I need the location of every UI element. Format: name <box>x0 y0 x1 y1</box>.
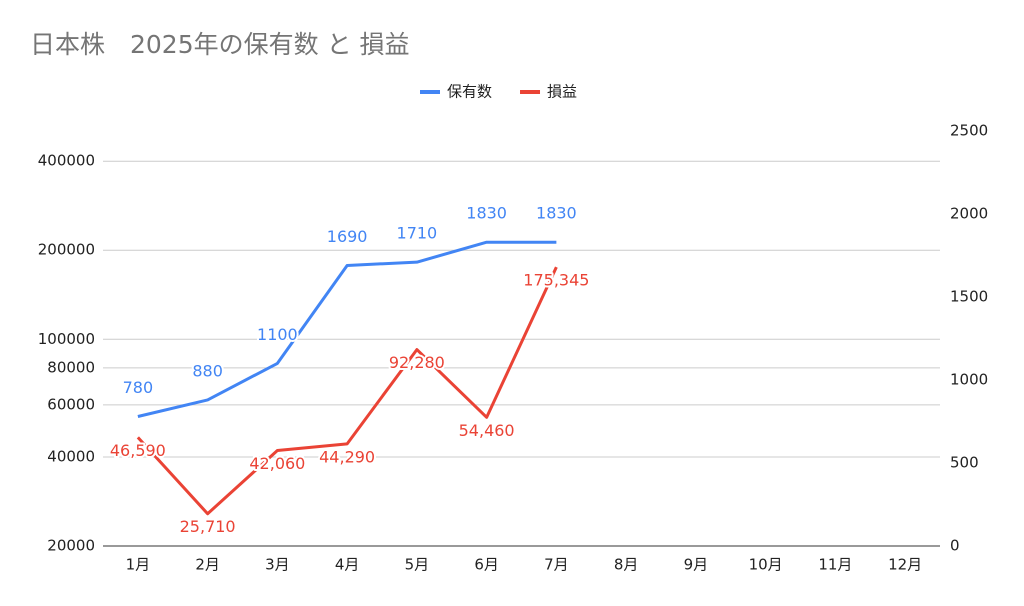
y2-tick-label: 2500 <box>950 122 988 140</box>
data-label: 54,460 <box>459 421 515 440</box>
chart-title: 日本株 2025年の保有数 と 損益 <box>30 30 410 59</box>
data-label: 25,710 <box>180 517 236 536</box>
y2-tick-label: 2000 <box>950 205 988 223</box>
data-label: 46,590 <box>110 441 166 460</box>
x-tick-label: 2月 <box>195 556 220 574</box>
x-tick-label: 12月 <box>888 556 922 574</box>
x-tick-label: 11月 <box>818 556 852 574</box>
y-tick-label: 60000 <box>47 395 95 413</box>
y-tick-label: 80000 <box>47 358 95 376</box>
x-tick-label: 4月 <box>335 556 360 574</box>
data-label: 44,290 <box>319 447 375 466</box>
data-label: 1830 <box>536 204 577 223</box>
y2-tick-label: 1500 <box>950 288 988 306</box>
x-tick-label: 8月 <box>614 556 639 574</box>
x-tick-label: 3月 <box>265 556 290 574</box>
y2-tick-label: 1000 <box>950 371 988 389</box>
data-label: 780 <box>123 378 154 397</box>
legend-label: 損益 <box>547 83 577 101</box>
y-tick-label: 40000 <box>47 447 95 465</box>
x-tick-label: 7月 <box>544 556 569 574</box>
data-label: 880 <box>192 361 223 380</box>
data-label: 1830 <box>466 204 507 223</box>
data-label: 1710 <box>397 224 438 243</box>
series-line <box>136 266 558 516</box>
x-tick-label: 9月 <box>684 556 709 574</box>
y2-tick-label: 0 <box>950 537 960 555</box>
legend-label: 保有数 <box>447 83 492 101</box>
series-line <box>137 240 557 418</box>
data-label: 175,345 <box>523 271 589 290</box>
x-tick-label: 10月 <box>749 556 783 574</box>
y-tick-label: 100000 <box>38 330 95 348</box>
data-label: 42,060 <box>249 454 305 473</box>
y-tick-label: 200000 <box>38 241 95 259</box>
data-label: 1100 <box>257 325 298 344</box>
data-label: 92,280 <box>389 353 445 372</box>
x-tick-label: 1月 <box>126 556 151 574</box>
data-label: 1690 <box>327 227 368 246</box>
y-tick-label: 20000 <box>47 537 95 555</box>
x-tick-label: 6月 <box>474 556 499 574</box>
y-tick-label: 400000 <box>38 152 95 170</box>
x-tick-label: 5月 <box>405 556 430 574</box>
y2-tick-label: 500 <box>950 454 979 472</box>
